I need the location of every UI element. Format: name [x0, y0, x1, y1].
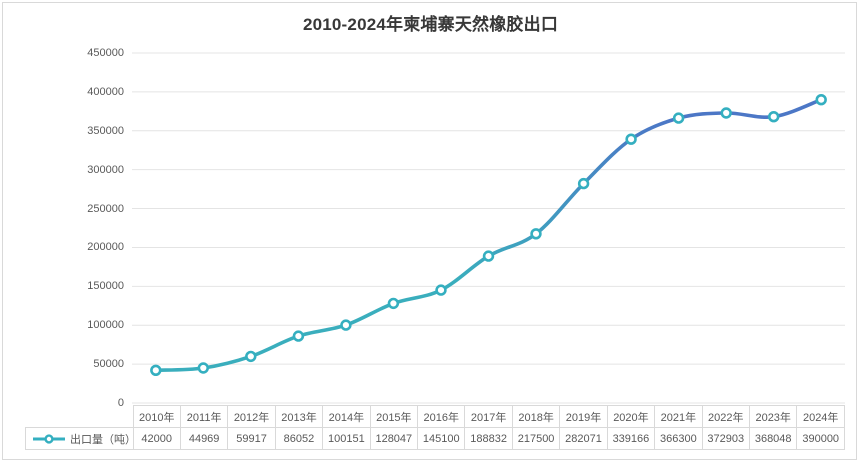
value-cell: 390000 [796, 427, 845, 450]
year-header-cell: 2022年 [701, 405, 750, 428]
data-point-marker [292, 330, 305, 342]
chart-title: 2010-2024年柬埔寨天然橡胶出口 [302, 15, 559, 34]
year-header-cell: 2024年 [796, 405, 845, 428]
legend-marker [44, 433, 54, 444]
y-axis-tick-label: 350000 [87, 124, 124, 137]
y-axis-tick-label: 50000 [93, 358, 124, 371]
data-point-marker [482, 250, 495, 262]
y-axis-tick-label: 250000 [87, 202, 124, 215]
data-point-marker [435, 284, 447, 296]
data-point-marker [197, 362, 210, 374]
legend-cell: 出口量（吨） [25, 427, 134, 450]
value-cell: 339166 [606, 427, 656, 450]
data-point-marker [387, 297, 400, 310]
year-header-cell: 2017年 [464, 405, 513, 428]
value-cell: 86052 [274, 427, 324, 450]
year-header-cell: 2010年 [132, 405, 181, 428]
value-cell: 368048 [748, 427, 798, 450]
value-cell: 282071 [559, 427, 608, 450]
data-point-marker [720, 107, 732, 119]
data-point-marker [340, 319, 352, 331]
y-axis-tick-label: 200000 [87, 241, 124, 254]
year-header-cell: 2020年 [606, 405, 656, 428]
value-cell: 100151 [322, 427, 371, 450]
y-axis-tick-label: 300000 [87, 163, 124, 176]
data-point-marker [245, 350, 257, 363]
value-cell: 217500 [511, 427, 561, 450]
year-header-cell: 2021年 [654, 405, 703, 428]
table-row-values: 出口量（吨） 42000 44969 59917 86052 100151 128047 1… [25, 427, 845, 450]
data-point-marker [625, 133, 637, 145]
value-cell: 366300 [654, 427, 703, 450]
table-corner-cell [26, 406, 134, 428]
y-axis-tick-label: 400000 [87, 85, 124, 98]
year-header-cell: 2013年 [274, 405, 324, 428]
value-cell: 128047 [369, 427, 419, 450]
year-header-cell: 2012年 [227, 405, 276, 428]
year-header-cell: 2011年 [179, 405, 229, 428]
y-axis-tick-label: 450000 [87, 47, 124, 59]
year-header-cell: 2019年 [559, 405, 608, 428]
legend-line-marker-icon [33, 433, 65, 444]
data-point-marker [815, 93, 827, 106]
legend-label: 出口量（吨） [70, 433, 133, 446]
value-cell: 59917 [227, 427, 276, 450]
data-point-marker [767, 110, 780, 123]
y-axis-tick-label: 100000 [87, 319, 124, 332]
year-header-cell: 2014年 [322, 405, 371, 428]
value-cell: 44969 [179, 427, 229, 450]
series-line [154, 97, 823, 373]
y-axis-tick-label: 0 [117, 397, 124, 409]
value-cell: 145100 [417, 427, 466, 450]
year-header-cell: 2023年 [748, 405, 798, 428]
data-point-marker [577, 177, 590, 190]
data-table: 2010年 2011年 2012年 2013年 2014年 2015年 2016年 2017年… [25, 405, 845, 450]
data-point-marker [150, 364, 162, 376]
value-cell: 188832 [464, 427, 513, 450]
data-point-marker [530, 228, 542, 240]
y-axis-tick-label: 150000 [87, 280, 124, 293]
year-header-cell: 2018年 [511, 405, 561, 428]
year-header-cell: 2016年 [417, 405, 466, 428]
year-header-cell: 2015年 [369, 405, 419, 428]
value-cell: 42000 [132, 427, 181, 450]
table-row-years: 2010年 2011年 2012年 2013年 2014年 2015年 2016年 2017年… [26, 405, 845, 428]
value-cell: 372903 [701, 427, 750, 450]
data-point-marker [672, 112, 685, 124]
